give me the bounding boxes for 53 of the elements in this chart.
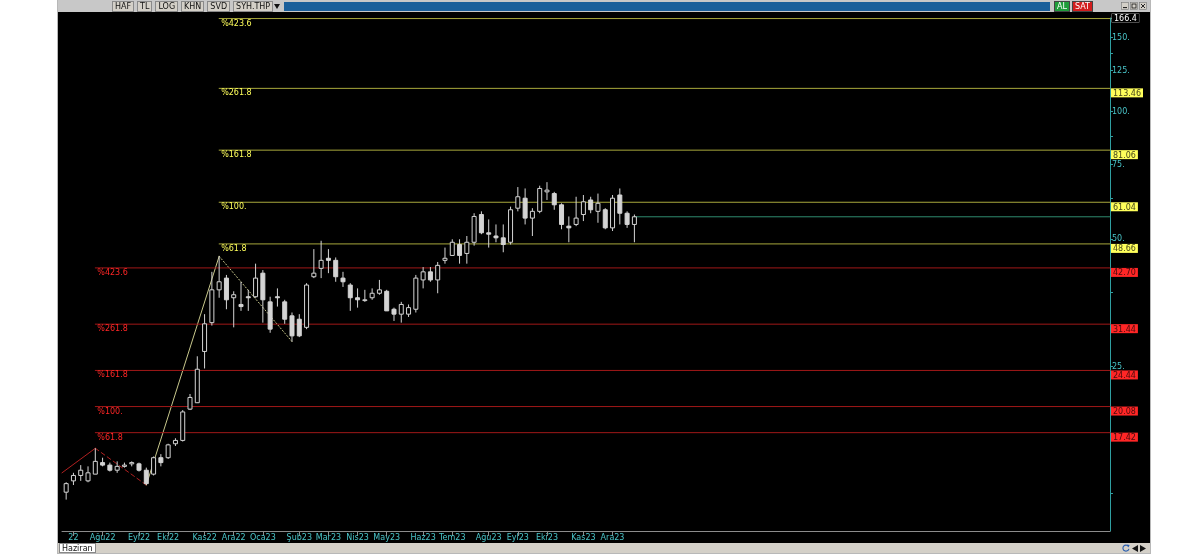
x-tick-label: Şub23 (286, 533, 312, 542)
toolbar-button: TL (137, 0, 153, 12)
series-label: %61.8 (221, 243, 247, 253)
y-tick-label: 25. (1112, 361, 1125, 371)
x-tick-label: Eki23 (535, 533, 559, 542)
toolbar-button: SVD (207, 0, 231, 12)
data-label: 113.46 (1113, 88, 1141, 98)
data-label: 48.66 (1113, 244, 1136, 254)
series-label: %161.8 (221, 150, 252, 160)
y-tick-label: 50. (1112, 234, 1125, 244)
y-tick-label: 125. (1112, 66, 1130, 76)
series-label: %423.6 (97, 267, 128, 277)
x-tick-label: Ara23 (600, 533, 625, 542)
data-label: 20.08 (1113, 407, 1136, 417)
toolbar-button: AL (1054, 0, 1071, 12)
x-tick-label: Nis23 (346, 533, 369, 542)
series-label: %261.8 (221, 88, 252, 98)
toolbar-button: LOG (155, 0, 179, 12)
data-label: 42.70 (1113, 268, 1136, 278)
toolbar-button: SAT (1072, 0, 1093, 12)
x-tick-label: Eki22 (157, 533, 180, 542)
x-tick-label: Mar23 (315, 533, 342, 542)
data-label: 81.06 (1113, 150, 1136, 160)
toolbar-button: SYH.THP (233, 0, 274, 12)
text: Haziran (59, 543, 96, 553)
series-label: %161.8 (97, 370, 128, 380)
x-tick-label: Ağu23 (475, 533, 502, 542)
x-tick-label: Ara22 (221, 533, 246, 542)
x-tick-label: Kas22 (192, 533, 217, 542)
x-tick-label: Haz23 (410, 533, 436, 542)
x-tick-label: Tem23 (438, 533, 466, 542)
y-tick-label: 100. (1112, 107, 1130, 117)
x-tick-label: 22 (68, 533, 79, 542)
series-label: %100. (97, 406, 123, 416)
x-tick-label: Kas23 (571, 533, 596, 542)
data-label: 24.44 (1113, 370, 1136, 380)
series-label: %261.8 (97, 324, 128, 334)
x-tick-label: Ağu22 (89, 533, 116, 542)
x-tick-label: Eyl22 (127, 533, 151, 542)
toolbar-button: HAF (112, 0, 135, 12)
toolbar-button: KHN (181, 0, 205, 12)
series-label: %423.6 (221, 18, 252, 28)
series-label: %61.8 (97, 432, 123, 442)
data-label: 17.42 (1113, 433, 1136, 443)
x-tick-label: Oca23 (249, 533, 276, 542)
y-tick-label: 75. (1112, 159, 1125, 169)
y-tick-label: 150. (1112, 32, 1130, 42)
x-tick-label: May23 (373, 533, 401, 542)
data-label: 61.04 (1113, 202, 1136, 212)
x-tick-label: Eyl23 (506, 533, 529, 542)
y-tick-label: 166.4 (1114, 14, 1137, 23)
data-label: 31.44 (1113, 324, 1136, 334)
series-label: %100. (221, 202, 247, 212)
